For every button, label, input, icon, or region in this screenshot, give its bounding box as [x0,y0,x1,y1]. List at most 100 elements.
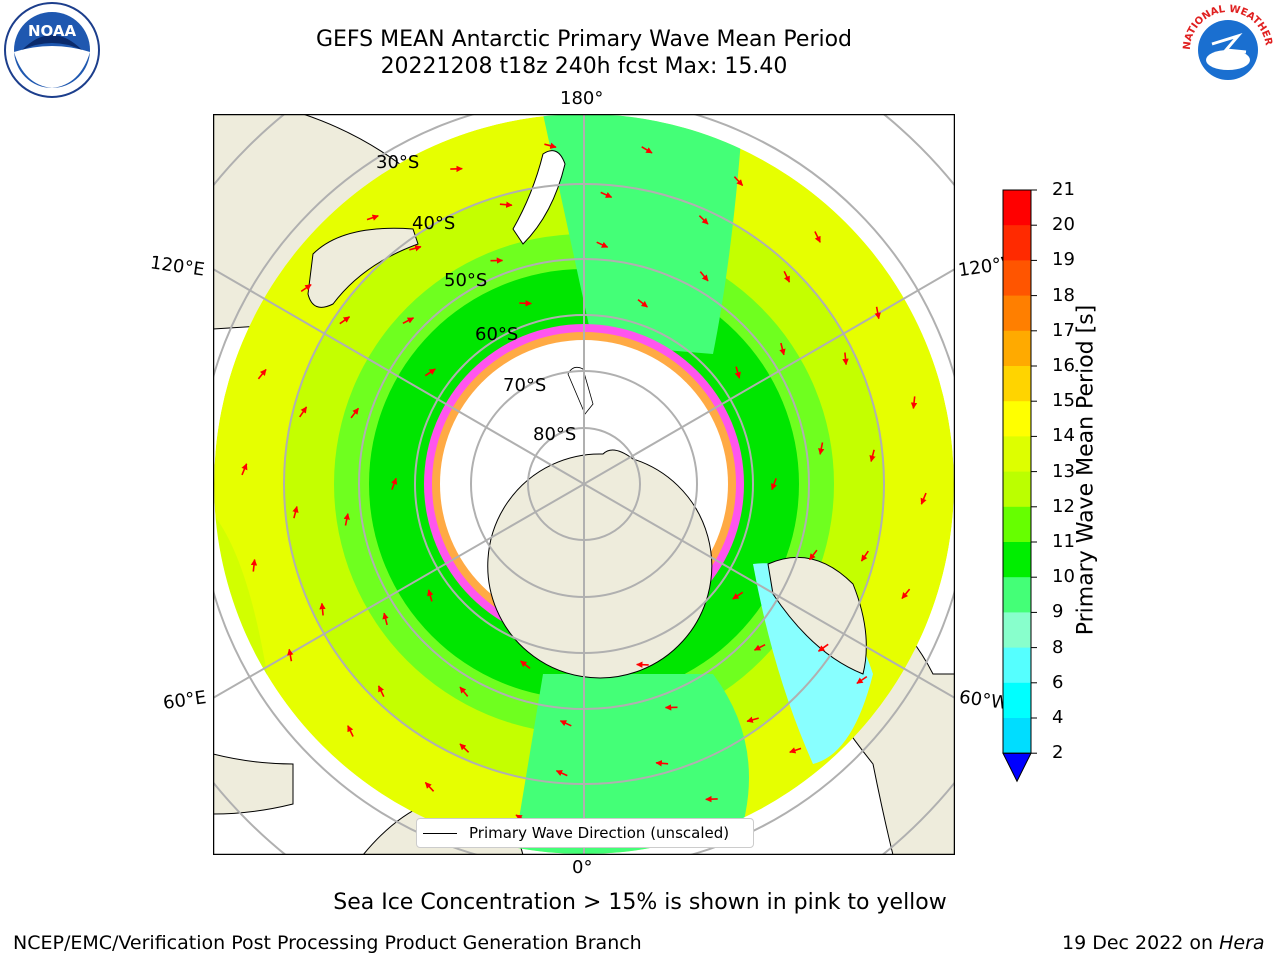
colorbar-segment [1003,506,1031,543]
wave-direction-arrow [292,505,299,519]
colorbar-tick-label: 15 [1052,390,1075,412]
wave-direction-arrow [382,612,389,626]
lon-label-60e: 60°E [161,687,208,714]
wave-direction-arrow [746,716,759,723]
colorbar [1002,189,1037,783]
footer-host: Hera [1219,932,1265,954]
colorbar-segment [1003,647,1031,684]
colorbar-label: Primary Wave Mean Period [s] [1073,304,1099,636]
map-subtitle: 20221208 t18z 240h fcst Max: 15.40 [380,54,788,79]
wave-direction-arrow [250,558,258,572]
noaa-logo: NOAA [4,2,100,98]
wave-direction-arrow [818,442,825,455]
wave-direction-arrow [860,550,869,562]
colorbar-segment [1003,366,1031,402]
wave-direction-arrow [319,602,326,616]
colorbar-segment [1003,471,1031,508]
lon-label-0: 0° [572,857,593,878]
wave-direction-arrow [910,396,918,410]
colorbar-segment [1003,612,1031,649]
wave-direction-arrows [241,142,927,826]
svg-text:NOAA: NOAA [28,22,77,40]
nws-logo: NATIONAL WEATHER SERVICE [1176,0,1275,97]
colorbar-segment [1003,330,1031,367]
colorbar-tick-label: 6 [1052,671,1064,693]
map-title: GEFS MEAN Antarctic Primary Wave Mean Pe… [315,27,853,52]
wave-direction-arrow [817,643,829,652]
lon-label-120e: 120°E [148,252,206,281]
wave-direction-arrow [377,685,385,698]
wave-direction-arrow [655,760,669,767]
colorbar-tick-label: 17 [1052,319,1075,341]
antarctic-map [213,114,955,855]
colorbar-segment [1003,542,1031,578]
footer-date: 19 Dec 2022 on Hera [1062,932,1265,954]
wave-direction-arrow [459,743,470,753]
colorbar-segment [1003,260,1031,297]
colorbar-tick-label: 4 [1052,707,1064,728]
wave-direction-arrow [789,747,802,754]
colorbar-tick-label: 13 [1052,460,1075,482]
wave-direction-arrow [300,283,312,293]
wave-direction-arrow [424,781,435,792]
wave-direction-arrow [402,317,415,325]
wave-direction-arrow [842,352,849,366]
lat-label-50s: 50°S [444,270,488,291]
wave-direction-arrow [753,643,766,651]
colorbar-tick-label: 18 [1052,284,1075,306]
wave-direction-arrow [520,660,531,670]
wave-direction-arrow [391,477,398,490]
wave-direction-arrow [409,245,422,252]
colorbar-tick-label: 16 [1052,355,1075,376]
wave-direction-arrow [287,648,294,662]
lat-label-30s: 30°S [376,152,420,173]
colorbar-segment [1003,718,1031,754]
wave-direction-arrow [733,176,744,187]
colorbar-tick-label: 2 [1052,742,1064,764]
wave-direction-arrow [698,215,709,225]
wave-direction-arrow [559,720,572,727]
colorbar-segment [1003,401,1031,437]
colorbar-tick-label: 9 [1052,601,1064,623]
colorbar-extend-triangle [1002,752,1032,783]
lat-label-80s: 80°S [533,424,577,445]
wave-direction-arrow [770,478,777,491]
legend-line-swatch [423,832,457,834]
wave-direction-arrow [814,231,821,243]
wave-direction-arrow [424,368,436,377]
colorbar-tick-label: 19 [1052,249,1075,271]
colorbar-tick-label: 8 [1052,636,1064,658]
colorbar-tick-label: 10 [1052,566,1075,588]
sea-ice-note: Sea Ice Concentration > 15% is shown in … [333,890,947,915]
footer-date-text: 19 Dec 2022 on [1062,932,1220,954]
wave-direction-arrow [555,769,568,777]
wave-direction-arrow [779,342,786,356]
wave-direction-arrow [339,316,351,325]
map-legend: Primary Wave Direction (unscaled) [416,818,754,848]
wave-direction-arrow [783,270,791,283]
wave-direction-arrow [257,368,267,380]
wave-direction-arrow [808,549,818,561]
colorbar-segment [1003,436,1031,473]
wave-direction-arrow [732,591,744,600]
wave-direction-arrow [343,513,350,526]
colorbar-segment [1003,190,1031,226]
colorbar-tick-label: 11 [1052,531,1075,552]
lat-label-60s: 60°S [475,324,519,345]
wave-direction-arrow [874,306,881,320]
wave-direction-arrow [920,492,927,505]
colorbar-segment [1003,295,1031,332]
wave-direction-arrow [699,271,709,282]
colorbar-segment [1003,577,1031,613]
wave-direction-arrow [596,241,609,248]
lon-label-180: 180° [560,88,604,109]
colorbar-tick-label: 21 [1052,179,1075,200]
legend-label: Primary Wave Direction (unscaled) [469,824,730,842]
wave-direction-arrow [734,366,741,379]
wave-direction-arrow [641,146,653,154]
wave-direction-arrow [241,463,248,476]
wave-direction-arrow [869,449,876,463]
colorbar-segment [1003,225,1031,261]
colorbar-tick-label: 20 [1052,214,1075,236]
lat-label-70s: 70°S [503,375,547,396]
